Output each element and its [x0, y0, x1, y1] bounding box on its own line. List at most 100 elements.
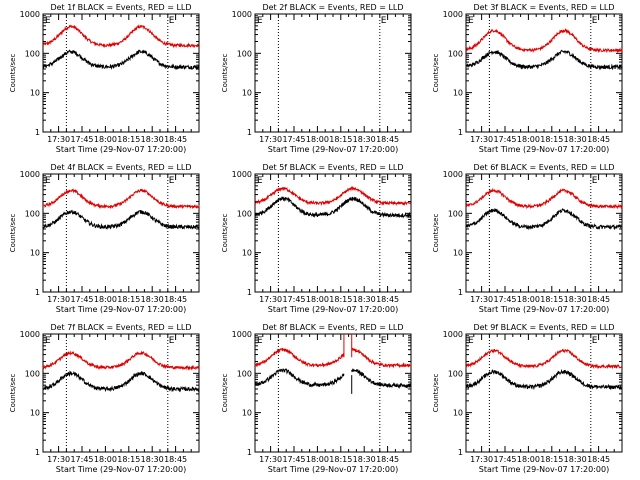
marker-label: E [169, 336, 175, 346]
x-tick-label: 18:30 [353, 455, 376, 464]
y-tick-label: 100 [25, 369, 40, 378]
panel-det-1f: Det 1f BLACK = Events, RED = LLD 1 10 100 10… [9, 3, 200, 154]
x-tick-label: 18:15 [117, 135, 140, 144]
plot-frame [42, 13, 200, 133]
y-tick-label: 1 [35, 288, 40, 297]
x-tick-label: 18:00 [94, 455, 117, 464]
y-axis-label: Counts/sec [432, 214, 440, 253]
panel-det-8f: Det 8f BLACK = Events, RED = LLD 1 10 100 10… [221, 323, 412, 474]
x-axis-label: Start Time (29-Nov-07 17:20:00) [56, 465, 186, 474]
events-series-line [254, 368, 412, 390]
x-tick-label: 18:30 [141, 135, 164, 144]
y-tick-label: 100 [448, 209, 463, 218]
marker-label: E [257, 336, 263, 346]
y-axis-label: Counts/sec [9, 374, 17, 413]
y-tick-label: 100 [25, 209, 40, 218]
x-tick-label: 18:30 [141, 455, 164, 464]
y-tick-label: 100 [237, 49, 252, 58]
y-tick-label: 1000 [20, 10, 40, 19]
y-tick-label: 1 [247, 448, 252, 457]
x-tick-label: 18:45 [164, 455, 187, 464]
x-axis-label: Start Time (29-Nov-07 17:20:00) [268, 465, 398, 474]
marker-label: E [257, 16, 263, 26]
panel-det-6f: Det 6f BLACK = Events, RED = LLD 1 10 100 10… [432, 163, 623, 314]
x-tick-label: 17:30 [259, 455, 282, 464]
marker-label: E [45, 336, 51, 346]
y-axis-label: Counts/sec [432, 54, 440, 93]
lld-series-line [254, 185, 412, 207]
y-tick-label: 10 [453, 409, 463, 418]
y-tick-label: 10 [30, 409, 40, 418]
x-tick-label: 18:00 [306, 295, 329, 304]
marker-label: E [468, 16, 474, 26]
panel-title: Det 9f BLACK = Events, RED = LLD [473, 323, 614, 332]
x-tick-label: 18:45 [587, 295, 610, 304]
events-series-line [465, 207, 623, 231]
y-tick-label: 100 [237, 369, 252, 378]
y-tick-label: 1000 [443, 330, 463, 339]
panel-title: Det 3f BLACK = Events, RED = LLD [473, 3, 614, 12]
y-tick-label: 1 [458, 288, 463, 297]
panel-title: Det 1f BLACK = Events, RED = LLD [50, 3, 191, 12]
x-axis-label: Start Time (29-Nov-07 17:20:00) [268, 305, 398, 314]
x-tick-label: 17:45 [282, 295, 305, 304]
x-tick-label: 18:15 [540, 295, 563, 304]
plot-frame [465, 13, 623, 133]
x-tick-label: 18:00 [306, 135, 329, 144]
x-tick-label: 18:15 [540, 135, 563, 144]
y-tick-label: 1 [35, 128, 40, 137]
x-tick-label: 17:45 [70, 135, 93, 144]
lld-series-line [465, 187, 623, 210]
lld-series-line [465, 348, 623, 370]
marker-label: E [381, 16, 387, 26]
x-tick-label: 17:30 [470, 135, 493, 144]
x-tick-label: 18:15 [117, 295, 140, 304]
x-tick-label: 18:30 [353, 295, 376, 304]
marker-label: E [381, 176, 387, 186]
y-axis-label: Counts/sec [221, 214, 229, 253]
y-tick-label: 1000 [443, 10, 463, 19]
y-axis-label: Counts/sec [432, 374, 440, 413]
x-tick-label: 17:45 [493, 135, 516, 144]
y-tick-label: 100 [237, 209, 252, 218]
events-series-line [42, 49, 200, 71]
x-tick-label: 18:30 [141, 295, 164, 304]
x-tick-label: 17:45 [282, 135, 305, 144]
marker-label: E [592, 176, 598, 186]
y-tick-label: 100 [448, 49, 463, 58]
y-axis-label: Counts/sec [221, 374, 229, 413]
y-tick-label: 1000 [20, 170, 40, 179]
x-tick-label: 17:30 [47, 455, 70, 464]
x-tick-label: 18:45 [376, 455, 399, 464]
marker-label: E [169, 176, 175, 186]
x-tick-label: 17:30 [470, 295, 493, 304]
y-tick-label: 10 [453, 89, 463, 98]
x-tick-label: 17:30 [47, 295, 70, 304]
panel-det-5f: Det 5f BLACK = Events, RED = LLD 1 10 100 10… [221, 163, 412, 314]
lld-series-line [42, 188, 200, 210]
plot-frame [254, 13, 412, 133]
events-series-line [42, 370, 200, 393]
x-tick-label: 18:45 [587, 455, 610, 464]
panel-title: Det 7f BLACK = Events, RED = LLD [50, 323, 191, 332]
y-tick-label: 10 [453, 249, 463, 258]
x-tick-label: 17:30 [259, 295, 282, 304]
x-tick-label: 18:30 [564, 295, 587, 304]
x-axis-label: Start Time (29-Nov-07 17:20:00) [479, 305, 609, 314]
x-tick-label: 17:30 [47, 135, 70, 144]
marker-label: E [592, 16, 598, 26]
lld-series-line [42, 24, 200, 49]
x-tick-label: 17:30 [470, 455, 493, 464]
y-tick-label: 1000 [232, 170, 252, 179]
y-tick-label: 10 [30, 89, 40, 98]
y-tick-label: 1 [247, 128, 252, 137]
x-tick-label: 18:45 [587, 135, 610, 144]
lld-series-line [254, 347, 412, 369]
x-tick-label: 18:45 [376, 135, 399, 144]
marker-label: E [592, 336, 598, 346]
marker-label: E [257, 176, 263, 186]
events-series-line [254, 196, 412, 219]
marker-label: E [45, 16, 51, 26]
x-axis-label: Start Time (29-Nov-07 17:20:00) [479, 145, 609, 154]
